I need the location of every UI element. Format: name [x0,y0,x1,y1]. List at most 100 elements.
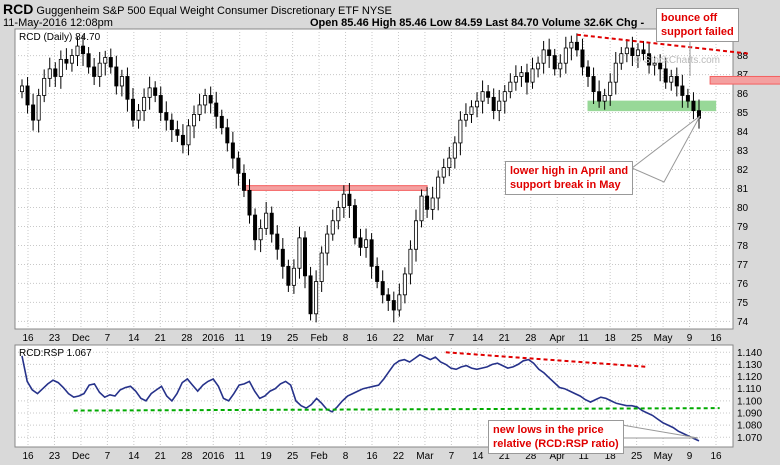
price-x-tick-label: 8 [343,333,349,344]
candle-body [685,95,690,102]
candle-body [413,220,418,250]
candle-body [119,76,124,87]
candle-body [641,49,646,55]
candle-body [508,81,513,93]
candle-body [475,100,480,108]
fund-name: Guggenheim S&P 500 Equal Weight Consumer… [36,5,359,17]
price-trendline [576,33,750,55]
ratio-x-tick-label: 9 [687,451,693,462]
ratio-line [21,353,700,442]
candle-body [635,49,640,56]
ratio-x-tick-label: 28 [525,451,537,462]
candle-body [397,294,402,311]
candle-body [186,125,191,146]
ratio-y-tick-label: 1.130 [737,360,762,371]
candle-body [314,281,319,315]
candle-body [297,237,302,269]
ratio-x-tick-label: 14 [472,451,484,462]
candle-body [291,267,296,286]
candle-body [147,87,152,98]
candle-body [75,45,80,56]
ratio-x-tick-label: Apr [549,451,565,462]
candle-body [691,100,696,112]
candle-body [441,167,446,178]
candle-body [375,265,380,282]
callout-pointer-lower-high [631,115,701,183]
ratio-y-tick-label: 1.120 [737,372,762,383]
annotation-lower-high: lower high in April and support break in… [505,161,634,195]
candle-body [264,212,269,229]
price-x-tick-label: 22 [393,333,405,344]
price-x-tick-label: 2016 [202,333,225,344]
candle-body [169,119,174,131]
candle-body [369,239,374,267]
annotation-bounce-line1: bounce off [661,12,718,24]
candle-body [86,53,91,68]
candle-body [69,55,74,64]
ratio-x-tick-label: 19 [261,451,273,462]
price-x-tick-label: 16 [366,333,378,344]
ratio-y-tick-label: 1.080 [737,421,762,432]
candle-body [630,47,635,56]
ratio-y-tick-label: 1.110 [737,384,762,395]
candle-body [419,195,424,222]
ratio-x-tick-label: 16 [710,451,722,462]
date-stamp: 11-May-2016 12:08pm [3,17,113,29]
candle-body [303,237,308,277]
candle-body [486,91,491,98]
price-y-tick-label: 74 [737,317,749,328]
candle-body [624,47,629,55]
price-y-tick-label: 86 [737,89,749,100]
ratio-x-tick-label: 21 [155,451,167,462]
price-x-tick-label: 7 [105,333,111,344]
ratio-x-tick-label: 11 [578,451,589,462]
candle-body [386,294,391,301]
candle-body [658,62,663,70]
candle-body [469,106,474,115]
candle-body [536,62,541,70]
candle-body [275,233,280,250]
ratio-support-line [73,407,720,412]
candle-body [58,58,63,77]
price-y-tick-label: 87 [737,70,749,81]
price-x-tick-label: 19 [261,333,273,344]
price-y-tick-label: 80 [737,203,749,214]
candle-body [358,237,363,248]
candle-body [241,172,246,191]
price-x-tick-label: 25 [631,333,643,344]
ratio-y-tick-label: 1.140 [737,348,762,359]
candle-body [258,227,263,241]
candle-body [586,66,591,77]
candle-body [541,49,546,64]
candle-body [674,76,679,87]
ratio-trendline [445,351,648,368]
candle-body [203,95,208,106]
candle-body [103,57,108,64]
price-y-tick-label: 84 [737,127,749,138]
candle-body [114,66,119,87]
ratio-x-tick-label: 14 [128,451,140,462]
candle-body [574,41,579,51]
candle-body [153,87,158,96]
ratio-x-tick-label: Dec [72,451,90,462]
candle-body [336,207,341,222]
candle-body [142,96,147,112]
candle-body [230,142,235,159]
candle-body [319,252,324,282]
candle-body [558,62,563,70]
price-x-tick-label: 14 [472,333,484,344]
price-x-tick-label: 11 [578,333,589,344]
candle-body [158,95,163,113]
candle-body [164,112,169,121]
annotation-new-lows: new lows in the price relative (RCD:RSP … [488,420,624,454]
candle-body [452,142,457,159]
candle-body [125,76,130,100]
candle-body [36,95,41,121]
annotation-new-lows-line2: relative (RCD:RSP ratio) [493,438,619,450]
candle-body [458,119,463,144]
candle-body [530,68,535,83]
candle-body [430,197,435,210]
candle-body [197,104,202,115]
candle-body [352,205,357,239]
ratio-x-tick-label: 23 [49,451,61,462]
